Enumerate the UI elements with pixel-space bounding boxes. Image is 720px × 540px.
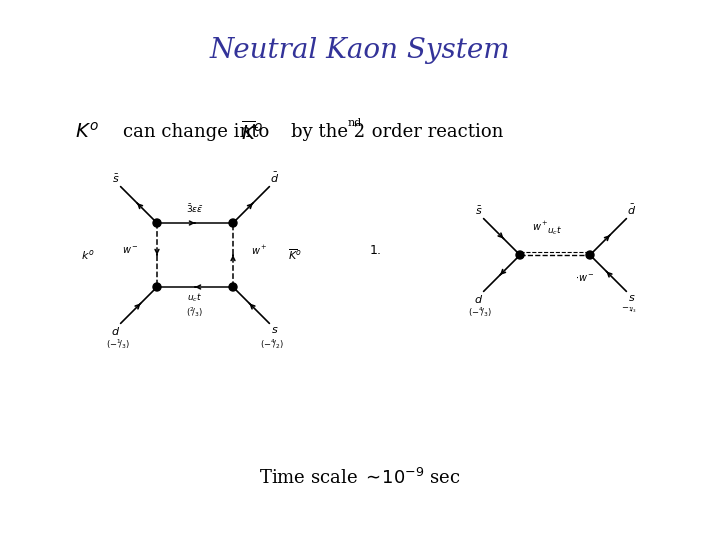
Text: $\cdot w^-$: $\cdot w^-$ (575, 273, 595, 284)
Circle shape (229, 219, 237, 227)
Text: order reaction: order reaction (366, 123, 503, 141)
Text: $\bar{3}\varepsilon\bar{\varepsilon}$: $\bar{3}\varepsilon\bar{\varepsilon}$ (186, 202, 204, 215)
Text: $\bar{s}$: $\bar{s}$ (112, 172, 120, 185)
Text: $u_c t$: $u_c t$ (187, 292, 202, 305)
Circle shape (153, 283, 161, 291)
Circle shape (229, 283, 237, 291)
Text: $u_c t$: $u_c t$ (547, 225, 562, 237)
Text: $K^{o}$: $K^{o}$ (75, 122, 99, 142)
Text: $d$: $d$ (474, 293, 483, 306)
Text: $k^o$: $k^o$ (81, 248, 95, 262)
Text: $-_{1\!/_{3}}$: $-_{1\!/_{3}}$ (621, 306, 637, 315)
Text: $w^+$: $w^+$ (251, 244, 268, 256)
Text: $\overline{K}^o$: $\overline{K}^o$ (288, 248, 302, 262)
Text: $w^-$: $w^-$ (122, 245, 139, 255)
Text: $s$: $s$ (628, 293, 635, 303)
Text: $\overline{K}^{o}$: $\overline{K}^{o}$ (241, 120, 264, 144)
Text: $\bar{d}$: $\bar{d}$ (627, 202, 636, 217)
Circle shape (153, 219, 161, 227)
Text: Neutral Kaon System: Neutral Kaon System (210, 37, 510, 64)
Text: $\bar{s}$: $\bar{s}$ (474, 205, 482, 217)
Text: $1.$: $1.$ (369, 244, 382, 256)
Text: nd: nd (348, 118, 362, 128)
Text: $w^+$: $w^+$ (532, 220, 549, 233)
Text: can change into: can change into (123, 123, 269, 141)
Text: Time scale $\sim\!10^{-9}$ sec: Time scale $\sim\!10^{-9}$ sec (259, 468, 461, 488)
Text: $(^2\!/_{3})$: $(^2\!/_{3})$ (186, 305, 204, 319)
Text: $s$: $s$ (271, 326, 278, 335)
Text: $d$: $d$ (111, 326, 120, 338)
Text: $(-^4\!/_{2})$: $(-^4\!/_{2})$ (260, 338, 284, 352)
Text: by the 2: by the 2 (291, 123, 365, 141)
Circle shape (516, 251, 524, 259)
Text: $(-^1\!/_{3})$: $(-^1\!/_{3})$ (107, 338, 131, 352)
Text: $(-^4\!/_{3})$: $(-^4\!/_{3})$ (469, 306, 492, 319)
Circle shape (586, 251, 594, 259)
Text: $\bar{d}$: $\bar{d}$ (270, 171, 279, 185)
